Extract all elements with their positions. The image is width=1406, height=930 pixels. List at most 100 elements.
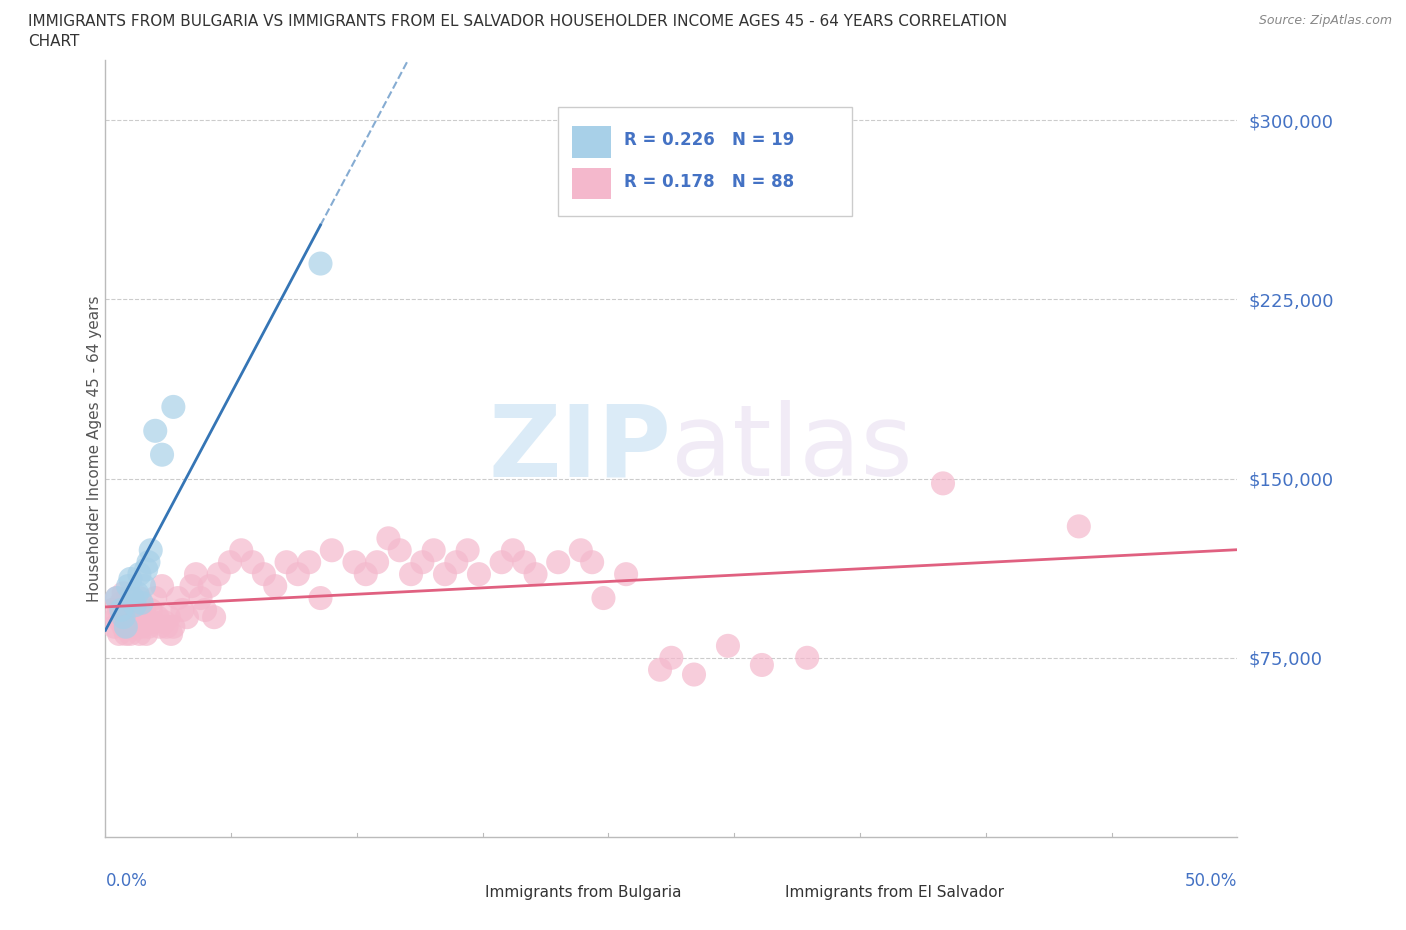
Point (190, 591, 212, 605)
Point (547, 555, 569, 570)
Point (139, 603, 162, 618)
Text: 0.0%: 0.0% (105, 872, 148, 890)
Point (751, 658, 773, 672)
Point (128, 591, 150, 605)
Point (581, 555, 603, 570)
Point (287, 566, 309, 581)
Point (411, 555, 433, 570)
Point (117, 591, 139, 605)
Point (105, 591, 128, 605)
Point (124, 598, 146, 613)
Point (219, 555, 242, 570)
Point (128, 566, 150, 581)
Text: 50.0%: 50.0% (1185, 872, 1237, 890)
Point (142, 615, 165, 630)
Point (155, 619, 177, 634)
Point (253, 566, 276, 581)
Point (127, 603, 149, 618)
Point (120, 603, 142, 618)
Point (114, 603, 136, 618)
Point (146, 610, 169, 625)
Point (231, 543, 253, 558)
Point (468, 566, 491, 581)
Point (422, 543, 444, 558)
Text: R = 0.226   N = 19: R = 0.226 N = 19 (624, 131, 794, 150)
Point (114, 619, 136, 634)
Point (377, 531, 399, 546)
Point (513, 555, 536, 570)
Point (614, 566, 637, 581)
Point (132, 603, 155, 618)
Point (110, 603, 132, 618)
Point (176, 610, 198, 625)
Point (150, 447, 173, 462)
Point (121, 619, 143, 634)
Point (172, 603, 194, 618)
Point (717, 638, 740, 653)
Point (121, 595, 143, 610)
Point (524, 566, 547, 581)
FancyBboxPatch shape (572, 126, 612, 157)
Point (103, 619, 125, 634)
Point (124, 615, 146, 630)
FancyBboxPatch shape (745, 884, 779, 901)
Point (457, 543, 479, 558)
Point (592, 591, 614, 605)
Point (162, 400, 184, 415)
Point (135, 627, 157, 642)
Point (108, 603, 131, 618)
Point (108, 627, 131, 642)
Point (135, 562, 157, 577)
FancyBboxPatch shape (572, 167, 612, 199)
Text: IMMIGRANTS FROM BULGARIA VS IMMIGRANTS FROM EL SALVADOR HOUSEHOLDER INCOME AGES : IMMIGRANTS FROM BULGARIA VS IMMIGRANTS F… (28, 14, 1007, 29)
Point (153, 615, 176, 630)
Point (309, 591, 332, 605)
Point (932, 476, 955, 491)
Point (139, 543, 162, 558)
Point (160, 627, 183, 642)
Point (110, 595, 132, 610)
Point (162, 619, 184, 634)
Point (149, 619, 172, 634)
Text: ZIP: ZIP (488, 400, 672, 498)
Point (446, 555, 468, 570)
Text: R = 0.178   N = 88: R = 0.178 N = 88 (624, 173, 794, 191)
Point (131, 619, 153, 634)
Point (309, 256, 332, 271)
Point (502, 543, 524, 558)
Point (128, 627, 150, 642)
Point (491, 555, 513, 570)
Point (138, 619, 160, 634)
Point (1067, 519, 1090, 534)
Point (135, 615, 157, 630)
Point (569, 543, 592, 558)
Point (298, 555, 321, 570)
Point (399, 566, 422, 581)
Point (202, 610, 225, 625)
Point (132, 578, 155, 593)
Point (343, 555, 366, 570)
Text: Source: ZipAtlas.com: Source: ZipAtlas.com (1258, 14, 1392, 27)
Point (433, 566, 456, 581)
Point (321, 543, 343, 558)
Point (114, 627, 136, 642)
Point (796, 650, 818, 665)
Point (180, 578, 202, 593)
Point (143, 423, 166, 438)
Point (683, 667, 706, 682)
Point (198, 578, 221, 593)
Point (101, 603, 124, 618)
Text: atlas: atlas (672, 400, 912, 498)
Point (276, 555, 298, 570)
Point (120, 627, 142, 642)
Point (184, 566, 207, 581)
Point (131, 610, 153, 625)
Point (121, 591, 143, 605)
Y-axis label: Householder Income Ages 45 - 64 years: Householder Income Ages 45 - 64 years (87, 296, 101, 602)
FancyBboxPatch shape (444, 884, 479, 901)
Point (354, 566, 377, 581)
Point (105, 610, 128, 625)
Point (648, 662, 671, 677)
Point (208, 566, 231, 581)
Point (117, 619, 139, 634)
